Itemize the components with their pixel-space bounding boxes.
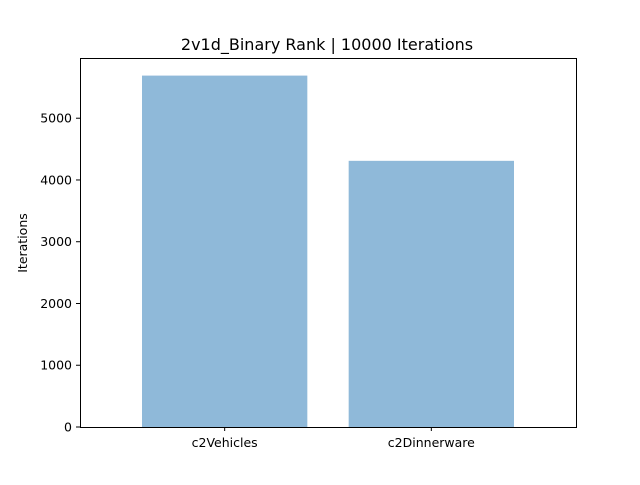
chart-title: 2v1d_Binary Rank | 10000 Iterations (181, 35, 473, 55)
x-tick-label-c2Vehicles: c2Vehicles (192, 435, 258, 450)
y-tick-label-1000: 1000 (40, 358, 72, 373)
x-tick-label-c2Dinnerware: c2Dinnerware (388, 435, 475, 450)
y-tick-label-3000: 3000 (40, 234, 72, 249)
axes-layer: c2Vehicles c2Dinnerware 0 1000 2000 3000 4000 5… (40, 58, 577, 450)
y-axis-label: Iterations (15, 213, 30, 273)
bar-c2Vehicles (142, 75, 308, 427)
bars-layer (142, 75, 514, 427)
y-tick-label-5000: 5000 (40, 111, 72, 126)
bar-c2Dinnerware (348, 160, 514, 427)
y-tick-label-2000: 2000 (40, 296, 72, 311)
y-tick-label-4000: 4000 (40, 172, 72, 187)
y-tick-label-0: 0 (64, 420, 72, 435)
plot-frame (80, 58, 577, 428)
